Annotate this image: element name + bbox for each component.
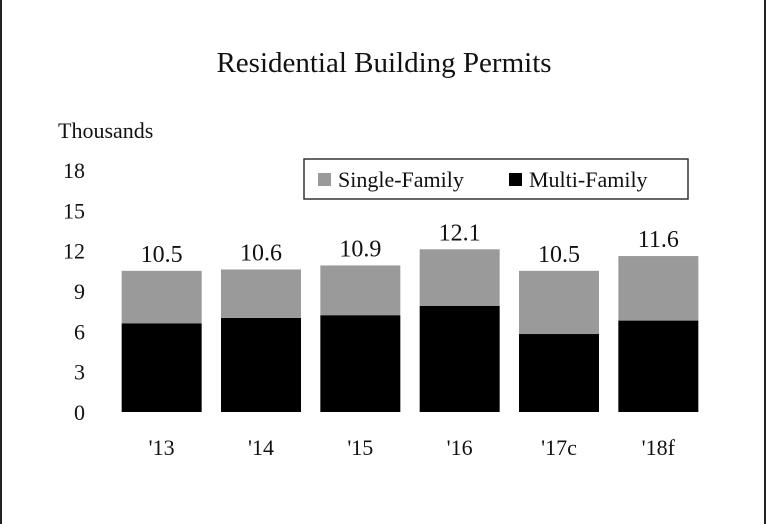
y-tick-label: 15 <box>63 198 85 223</box>
x-tick-label: '14 <box>248 435 274 460</box>
total-data-label: 10.6 <box>240 240 282 266</box>
multi-family-bar <box>419 305 500 412</box>
y-tick-label: 12 <box>63 239 85 264</box>
x-tick-label: '15 <box>347 435 373 460</box>
multi-family-bar <box>320 315 401 412</box>
single-family-bar <box>121 270 202 324</box>
multi-family-legend-label: Multi-Family <box>529 167 648 192</box>
total-data-label: 10.5 <box>141 242 183 268</box>
multi-family-bar <box>618 320 699 412</box>
x-tick-label: '13 <box>149 435 175 460</box>
legend: Single-Family Multi-Family <box>303 158 689 200</box>
x-axis-ticks: '13 '14 '15 '16 '17c '18f <box>149 435 676 460</box>
single-family-legend-swatch <box>318 173 331 186</box>
single-family-bar <box>320 265 401 316</box>
total-labels: 10.5 10.6 10.9 12.1 10.5 11.6 <box>141 220 679 268</box>
multi-family-bar <box>221 317 301 412</box>
single-family-legend-label: Single-Family <box>338 167 464 192</box>
single-family-bar <box>519 270 599 335</box>
multi-family-bar <box>519 334 599 412</box>
single-family-bar <box>419 249 500 306</box>
multi-family-legend-swatch <box>509 173 522 186</box>
single-family-bar <box>221 269 301 318</box>
chart-title: Residential Building Permits <box>216 47 551 79</box>
legend-box <box>303 158 689 200</box>
total-data-label: 10.9 <box>339 236 381 262</box>
y-axis-ticks: 0 3 6 9 12 15 18 <box>63 158 85 425</box>
y-tick-label: 18 <box>63 158 85 183</box>
total-data-label: 11.6 <box>638 227 679 253</box>
bar-groups <box>121 249 699 412</box>
x-tick-label: '18f <box>642 435 676 460</box>
total-data-label: 10.5 <box>538 242 580 268</box>
x-tick-label: '16 <box>447 435 473 460</box>
y-axis-unit-label: Thousands <box>58 118 153 143</box>
x-tick-label: '17c <box>541 435 577 460</box>
y-tick-label: 6 <box>74 319 85 344</box>
single-family-bar <box>618 256 699 321</box>
y-tick-label: 3 <box>74 360 85 385</box>
y-tick-label: 0 <box>74 400 85 425</box>
y-tick-label: 9 <box>74 279 85 304</box>
total-data-label: 12.1 <box>439 220 481 246</box>
multi-family-bar <box>121 323 202 412</box>
